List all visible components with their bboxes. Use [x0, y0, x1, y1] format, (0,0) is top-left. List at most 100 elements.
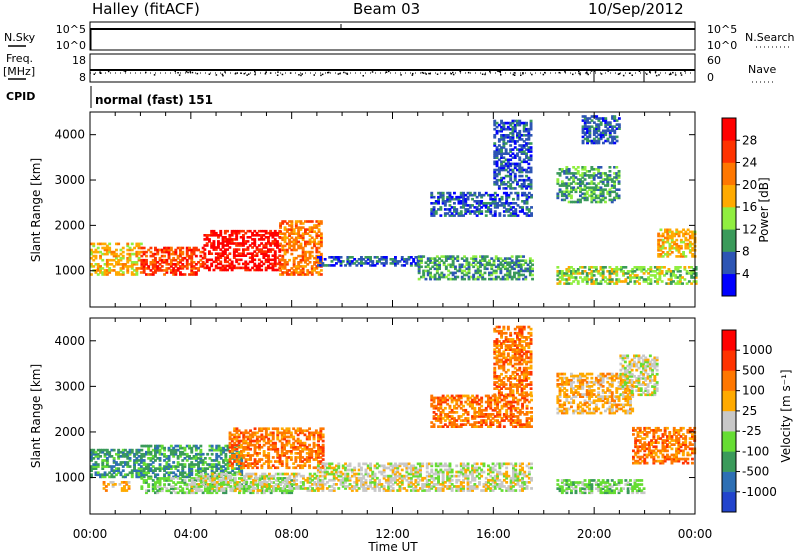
- nave-tick-top: 60: [707, 54, 721, 67]
- power-cell: [617, 174, 621, 177]
- power-cell: [310, 236, 314, 240]
- velocity-cell: [156, 444, 160, 448]
- power-cell: [522, 140, 526, 143]
- power-cell: [579, 182, 582, 185]
- power-cell: [495, 172, 499, 176]
- power-cell: [242, 252, 245, 255]
- power-cell: [117, 273, 121, 276]
- power-cell: [433, 267, 437, 271]
- power-cell: [517, 277, 521, 281]
- velocity-cell: [319, 456, 323, 459]
- power-cell: [629, 278, 632, 281]
- power-cell: [556, 178, 560, 181]
- power-cell: [185, 267, 189, 270]
- power-cell: [299, 220, 303, 223]
- power-cell: [498, 212, 502, 215]
- power-cell: [494, 275, 498, 279]
- velocity-cell: [163, 485, 166, 488]
- velocity-cell: [101, 473, 105, 477]
- power-cell: [502, 142, 506, 145]
- power-cell: [529, 146, 533, 149]
- velocity-cell: [247, 472, 251, 476]
- power-cell: [601, 172, 605, 175]
- power-cell: [435, 265, 439, 269]
- power-cell: [451, 261, 455, 264]
- velocity-cell: [292, 435, 296, 439]
- power-cell: [570, 182, 573, 185]
- power-cell: [460, 269, 464, 273]
- velocity-cell: [242, 431, 246, 435]
- power-cell: [350, 256, 354, 259]
- velocity-cell: [167, 459, 171, 462]
- power-cell: [285, 230, 289, 233]
- power-cell: [583, 184, 587, 187]
- power-cell: [480, 212, 484, 215]
- velocity-cell: [199, 476, 203, 480]
- power-cell: [506, 263, 510, 267]
- power-cell: [597, 170, 601, 173]
- power-cell: [583, 192, 587, 196]
- velocity-cell: [244, 464, 248, 467]
- power-cell: [230, 268, 234, 272]
- power-cell: [472, 273, 476, 277]
- power-cell: [495, 132, 499, 135]
- power-cell: [656, 282, 660, 285]
- velocity-cell: [256, 485, 259, 488]
- power-cell: [239, 236, 243, 239]
- power-cell: [500, 121, 503, 125]
- power-cell: [456, 255, 460, 258]
- velocity-cell: [303, 443, 307, 447]
- velocity-cell: [147, 483, 151, 486]
- power-cell: [507, 195, 511, 199]
- velocity-cell: [299, 454, 302, 457]
- power-cell: [585, 182, 589, 185]
- power-cell: [335, 258, 338, 261]
- velocity-cell: [224, 489, 228, 493]
- velocity-cell: [279, 472, 283, 476]
- velocity-cell: [165, 489, 169, 493]
- power-cell: [96, 250, 100, 254]
- power-cell: [493, 172, 497, 176]
- power-cell: [463, 265, 466, 269]
- power-cell: [503, 261, 507, 264]
- power-cell: [525, 206, 529, 209]
- velocity-cell: [276, 435, 280, 439]
- velocity-cell: [145, 471, 148, 475]
- velocity-cell: [240, 462, 243, 465]
- power-cell: [108, 267, 112, 270]
- velocity-cell: [296, 427, 300, 431]
- velocity-cell: [238, 469, 241, 472]
- velocity-cell: [120, 487, 124, 490]
- power-cell: [594, 268, 598, 271]
- velocity-cell: [299, 431, 302, 435]
- power-cell: [315, 220, 319, 223]
- power-cell: [483, 259, 487, 262]
- power-cell: [317, 222, 321, 225]
- power-cell: [194, 263, 198, 266]
- power-cell: [310, 273, 314, 276]
- velocity-cell: [292, 427, 296, 431]
- power-cell: [96, 273, 100, 276]
- power-cell: [217, 266, 220, 270]
- velocity-cell: [242, 464, 246, 467]
- power-cell: [306, 271, 310, 274]
- power-cell: [267, 260, 270, 264]
- power-cell: [294, 232, 298, 235]
- velocity-cell: [310, 452, 314, 455]
- power-cell: [119, 269, 123, 272]
- velocity-cell: [230, 466, 234, 470]
- velocity-cell: [263, 478, 267, 482]
- velocity-cell: [262, 454, 266, 457]
- power-cell: [570, 188, 573, 191]
- power-cell: [495, 183, 499, 186]
- power-cell: [667, 278, 671, 281]
- power-cell: [276, 234, 279, 237]
- power-cell: [694, 268, 698, 271]
- power-cell: [105, 271, 109, 274]
- power-cell: [448, 193, 452, 197]
- power-cell: [179, 252, 182, 256]
- velocity-cell: [226, 467, 230, 470]
- velocity-cell: [357, 472, 361, 476]
- power-cell: [613, 129, 617, 133]
- power-cell: [656, 268, 660, 271]
